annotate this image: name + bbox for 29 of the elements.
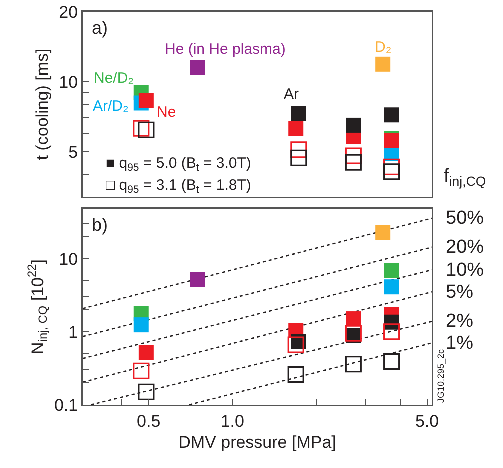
legend-title: f$_{inj,CQ}$ [444, 166, 486, 189]
series-label: Ar/D₂ [93, 98, 129, 115]
y-axis-title: t (cooling) [ms] [32, 48, 52, 160]
annotation: a) [92, 18, 108, 38]
x-tick-label: 0.5 [137, 412, 161, 431]
y-tick-label: 1 [68, 322, 78, 342]
series-label: 2% [446, 311, 474, 332]
annotation: □ q$_{95}$ = 3.1 (B$_{t}$ = 1.8T) [106, 177, 252, 196]
series-label: Ar [284, 86, 300, 103]
y-tick-label: 10 [59, 250, 78, 269]
x-tick-label: 5.0 [415, 412, 440, 431]
text: JG10.295_2c [436, 348, 446, 403]
x-tick-label: 1.0 [220, 412, 244, 431]
series-label: D₂ [375, 39, 392, 56]
annotation: ■ q$_{95}$ = 5.0 (B$_{t}$ = 3.0T) [106, 155, 252, 174]
y-tick-label: 0.1 [54, 396, 78, 415]
annotation: b) [92, 215, 108, 235]
series-label: Ne [157, 104, 176, 121]
y-tick-label: 5 [68, 142, 78, 162]
series-label: 5% [446, 282, 474, 303]
series-label: 20% [446, 237, 484, 258]
series-label: Ne/D₂ [94, 70, 134, 87]
x-axis-title: DMV pressure [MPa] [178, 433, 336, 452]
series-label: 1% [446, 333, 474, 354]
series-label: 50% [446, 208, 484, 229]
y-tick-label: 20 [59, 2, 78, 22]
y-tick-label: 10 [59, 72, 78, 92]
series-label: He (in He plasma) [165, 41, 286, 58]
series-label: 10% [446, 260, 484, 281]
